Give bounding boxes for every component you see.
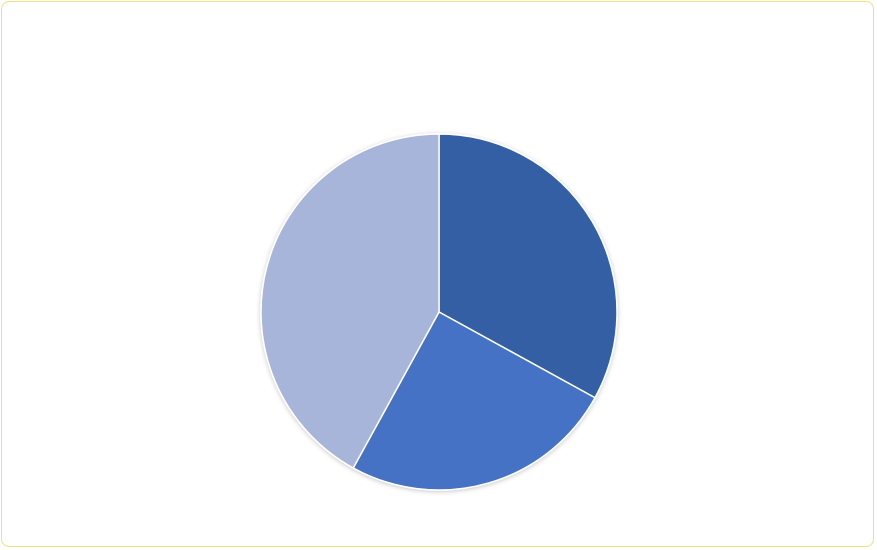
pie-slice-2 [352,311,596,491]
pie-slice-3 [260,133,440,469]
pie-slice-1 [438,133,618,399]
pie-slices [260,133,618,491]
